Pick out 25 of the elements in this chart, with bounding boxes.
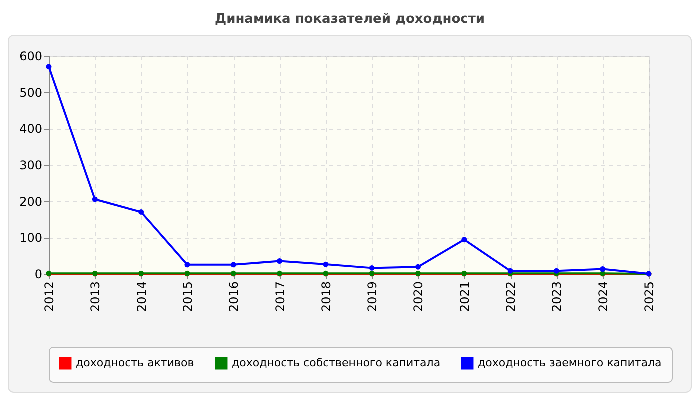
- y-tick-label: 100: [20, 231, 42, 246]
- x-tick-label: 2025: [642, 282, 656, 312]
- x-tick-label: 2017: [273, 282, 288, 312]
- x-tick-label: 2018: [319, 282, 334, 312]
- y-tick-label: 400: [20, 122, 42, 136]
- y-tick-label: 200: [20, 194, 42, 209]
- legend-label: доходность заемного капитала: [478, 356, 662, 370]
- x-tick-label: 2014: [134, 282, 149, 312]
- x-tick-label: 2019: [366, 282, 380, 312]
- y-tick-label: 300: [20, 158, 42, 172]
- y-tick-label: 600: [20, 50, 42, 64]
- x-tick-label: 2015: [180, 282, 195, 312]
- x-tick-label: 2012: [42, 282, 56, 312]
- x-tick-label: 2022: [504, 282, 518, 312]
- x-tick-label: 2016: [227, 282, 242, 312]
- legend-label: доходность активов: [76, 356, 194, 370]
- x-tick-label: 2013: [88, 282, 103, 312]
- x-tick-label: 2024: [596, 282, 610, 312]
- x-tick-label: 2023: [550, 282, 564, 312]
- x-tick-label: 2021: [458, 282, 472, 312]
- x-tick-label: 2020: [412, 282, 426, 312]
- y-tick-label: 500: [20, 86, 42, 100]
- chart-title: Динамика показателей доходности: [214, 12, 486, 27]
- legend-label: доходность собственного капитала: [232, 356, 441, 370]
- y-tick-label: 0: [34, 268, 42, 282]
